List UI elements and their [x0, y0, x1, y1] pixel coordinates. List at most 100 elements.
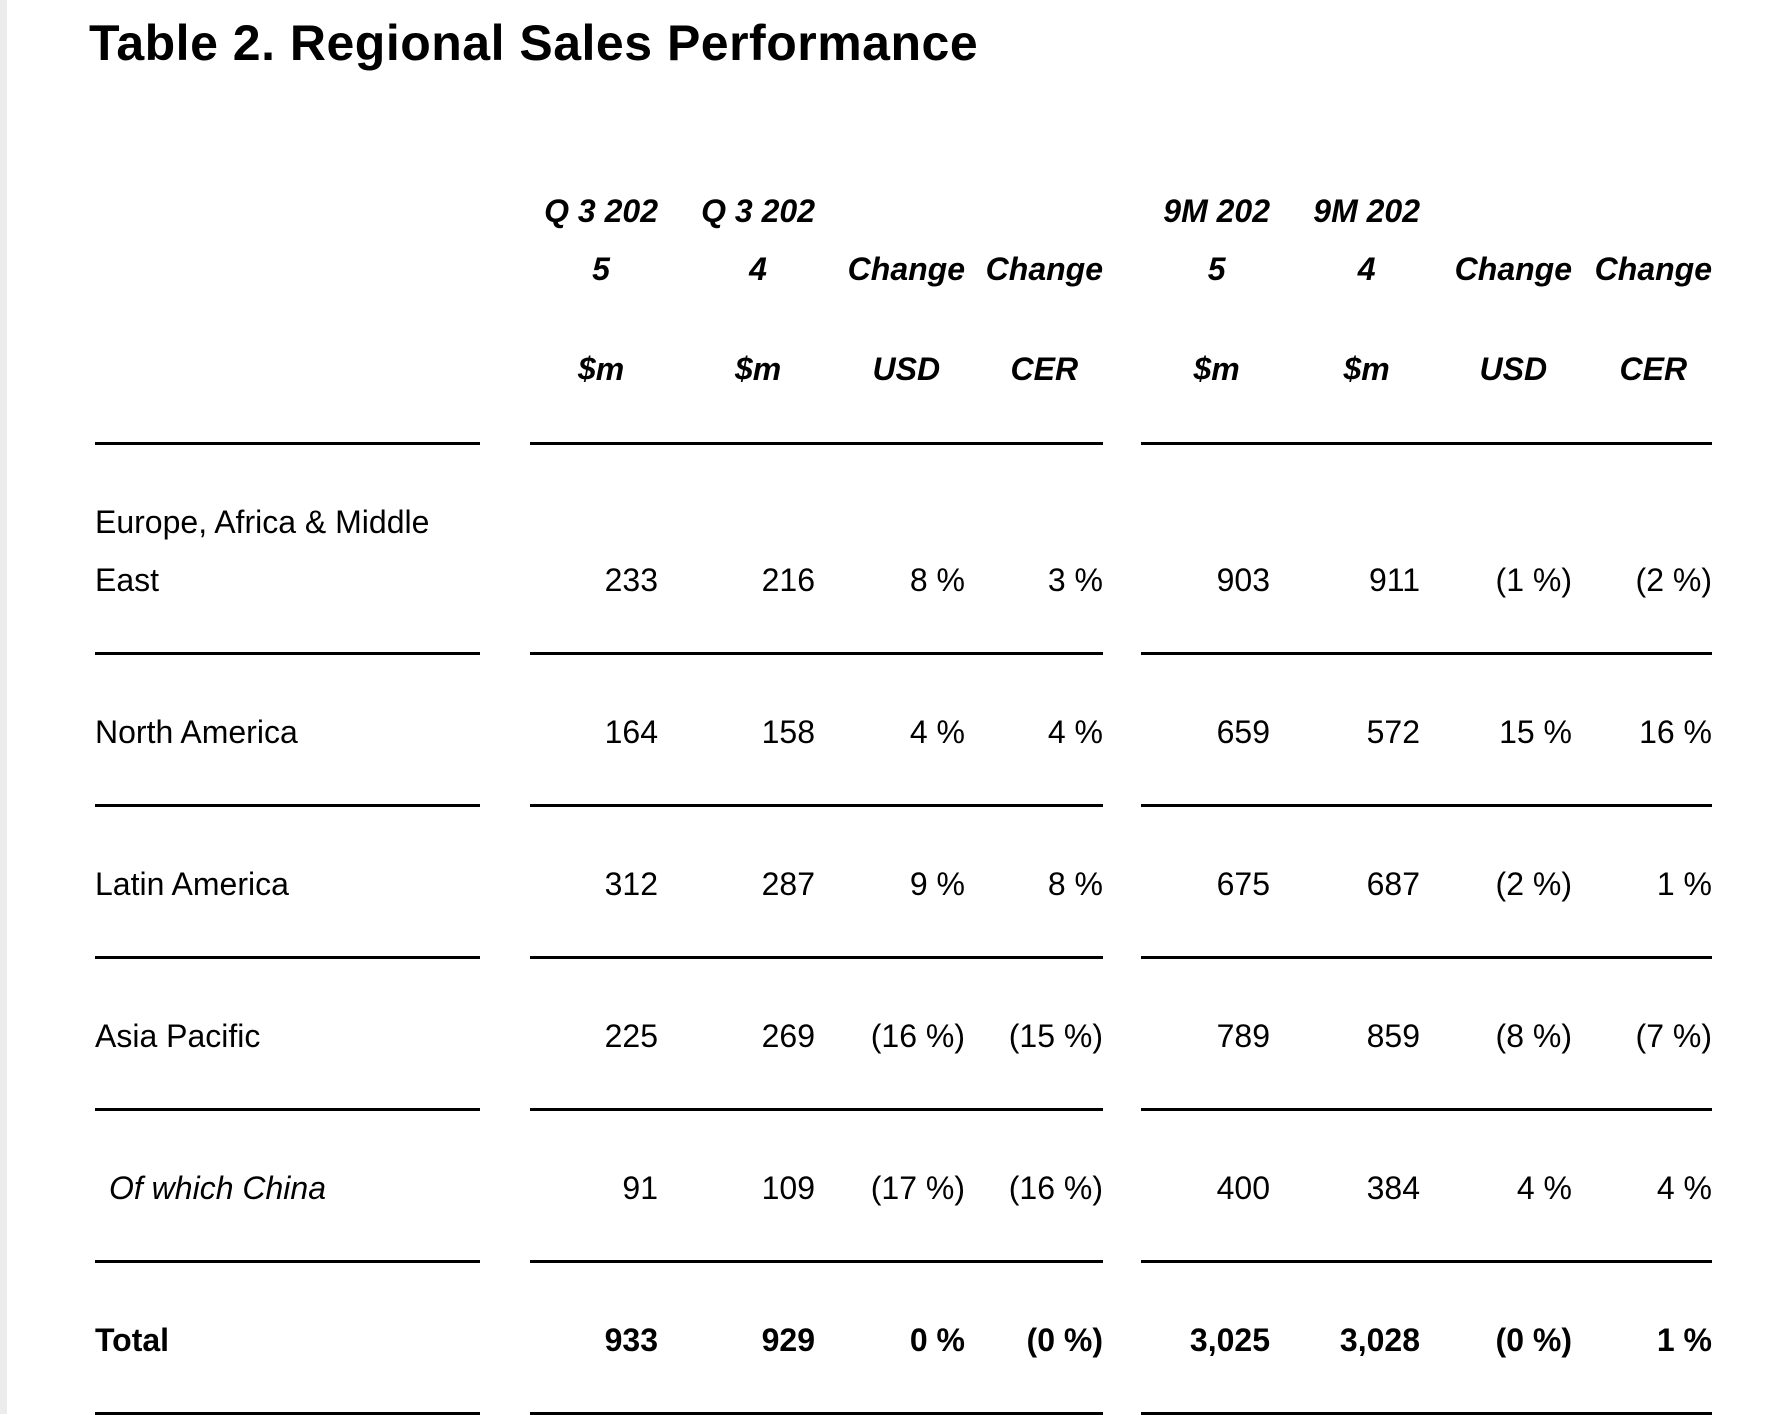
row-label: North America [95, 653, 480, 807]
header-line [1455, 182, 1572, 240]
table-cell: 384 [1270, 1109, 1420, 1263]
table-cell: (7 %) [1572, 957, 1712, 1111]
table-cell: 789 [1141, 957, 1270, 1111]
table-cell: (0 %) [965, 1261, 1103, 1415]
row-label: Europe, Africa & Middle East [95, 443, 480, 655]
table-cell: 675 [1141, 805, 1270, 959]
row-label: Asia Pacific [95, 957, 480, 1111]
table-cell: 659 [1141, 653, 1270, 807]
table-cell: (16 %) [815, 957, 965, 1111]
table-body: Europe, Africa & Middle East 233 216 8 %… [95, 443, 1712, 1415]
header-line: 5 [592, 251, 610, 287]
table-cell: (17 %) [815, 1109, 965, 1263]
header-line: 9M 202 [1313, 193, 1420, 229]
column-gap [480, 654, 530, 806]
column-gap [1103, 182, 1141, 444]
table-cell: 233 [530, 443, 658, 655]
header-unit: $m [577, 351, 625, 387]
header-line: Change [847, 251, 965, 287]
table-cell: 1 % [1572, 805, 1712, 959]
column-gap [480, 1262, 530, 1414]
header-line: Change [985, 251, 1103, 287]
table-cell: 3 % [965, 443, 1103, 655]
table-row-latin-america: Latin America 312 287 9 % 8 % 675 687 (2… [95, 805, 1712, 959]
column-header-9m-change-cer: Change CER [1572, 182, 1712, 445]
table-cell: 911 [1270, 443, 1420, 655]
header-line: Q 3 202 [544, 193, 658, 229]
table-cell: (8 %) [1420, 957, 1572, 1111]
table-cell: 4 % [965, 653, 1103, 807]
column-header-q3-2024: Q 3 202 4 $m [658, 182, 815, 445]
column-gap [480, 444, 530, 654]
column-gap [1103, 806, 1141, 958]
table-cell: 903 [1141, 443, 1270, 655]
header-line [1595, 182, 1712, 240]
table-cell: 16 % [1572, 653, 1712, 807]
table-cell: 269 [658, 957, 815, 1111]
table-row-asia-pacific: Asia Pacific 225 269 (16 %) (15 %) 789 8… [95, 957, 1712, 1111]
column-gap [480, 806, 530, 958]
header-line: Change [1454, 251, 1572, 287]
header-unit: $m [734, 351, 782, 387]
table-cell: 216 [658, 443, 815, 655]
header-line: 4 [749, 251, 767, 287]
header-unit: CER [1619, 351, 1688, 387]
table-cell: 8 % [965, 805, 1103, 959]
table-cell: 109 [658, 1109, 815, 1263]
table-cell: 400 [1141, 1109, 1270, 1263]
table-cell: 287 [658, 805, 815, 959]
header-unit: $m [1343, 351, 1390, 387]
table-header: Q 3 202 5 $m Q 3 202 4 $m Change [95, 182, 1712, 445]
table-row-europe-africa-middle-east: Europe, Africa & Middle East 233 216 8 %… [95, 443, 1712, 655]
column-gap [1103, 1262, 1141, 1414]
header-unit: USD [872, 351, 941, 387]
table-cell: 3,028 [1270, 1261, 1420, 1415]
column-header-q3-change-usd: Change USD [815, 182, 965, 445]
table-cell: 4 % [1420, 1109, 1572, 1263]
table-cell: 91 [530, 1109, 658, 1263]
table-row-total: Total 933 929 0 % (0 %) 3,025 3,028 (0 %… [95, 1261, 1712, 1415]
table-cell: 933 [530, 1261, 658, 1415]
row-label: Total [95, 1261, 480, 1415]
table-cell: 859 [1270, 957, 1420, 1111]
page-edge-strip [0, 0, 7, 1414]
table-cell: 687 [1270, 805, 1420, 959]
table-cell: 8 % [815, 443, 965, 655]
row-label: Of which China [95, 1109, 480, 1263]
header-unit: USD [1479, 351, 1548, 387]
table-cell: (2 %) [1572, 443, 1712, 655]
table-row-north-america: North America 164 158 4 % 4 % 659 572 15… [95, 653, 1712, 807]
column-header-q3-change-cer: Change CER [965, 182, 1103, 445]
page-title: Table 2. Regional Sales Performance [89, 15, 979, 71]
table-cell: 4 % [815, 653, 965, 807]
column-gap [480, 1110, 530, 1262]
table-cell: (15 %) [965, 957, 1103, 1111]
column-gap [1103, 654, 1141, 806]
header-unit: CER [1010, 351, 1079, 387]
column-header-region [95, 182, 480, 445]
table-cell: 929 [658, 1261, 815, 1415]
table-cell: (0 %) [1420, 1261, 1572, 1415]
table-cell: (2 %) [1420, 805, 1572, 959]
table-cell: 15 % [1420, 653, 1572, 807]
header-line [986, 182, 1103, 240]
table-row-of-which-china: Of which China 91 109 (17 %) (16 %) 400 … [95, 1109, 1712, 1263]
column-gap [480, 958, 530, 1110]
table-cell: 4 % [1572, 1109, 1712, 1263]
header-unit: $m [1193, 351, 1240, 387]
table-cell: 9 % [815, 805, 965, 959]
header-line: 9M 202 [1163, 193, 1270, 229]
table-cell: 225 [530, 957, 658, 1111]
table-cell: (16 %) [965, 1109, 1103, 1263]
table-cell: 158 [658, 653, 815, 807]
header-line [848, 182, 965, 240]
table-cell: 1 % [1572, 1261, 1712, 1415]
header-line: Change [1594, 251, 1712, 287]
row-label: Latin America [95, 805, 480, 959]
table-cell: 3,025 [1141, 1261, 1270, 1415]
table-cell: 312 [530, 805, 658, 959]
regional-sales-table: Q 3 202 5 $m Q 3 202 4 $m Change [95, 182, 1712, 1415]
table-cell: (1 %) [1420, 443, 1572, 655]
column-header-q3-2025: Q 3 202 5 $m [530, 182, 658, 445]
